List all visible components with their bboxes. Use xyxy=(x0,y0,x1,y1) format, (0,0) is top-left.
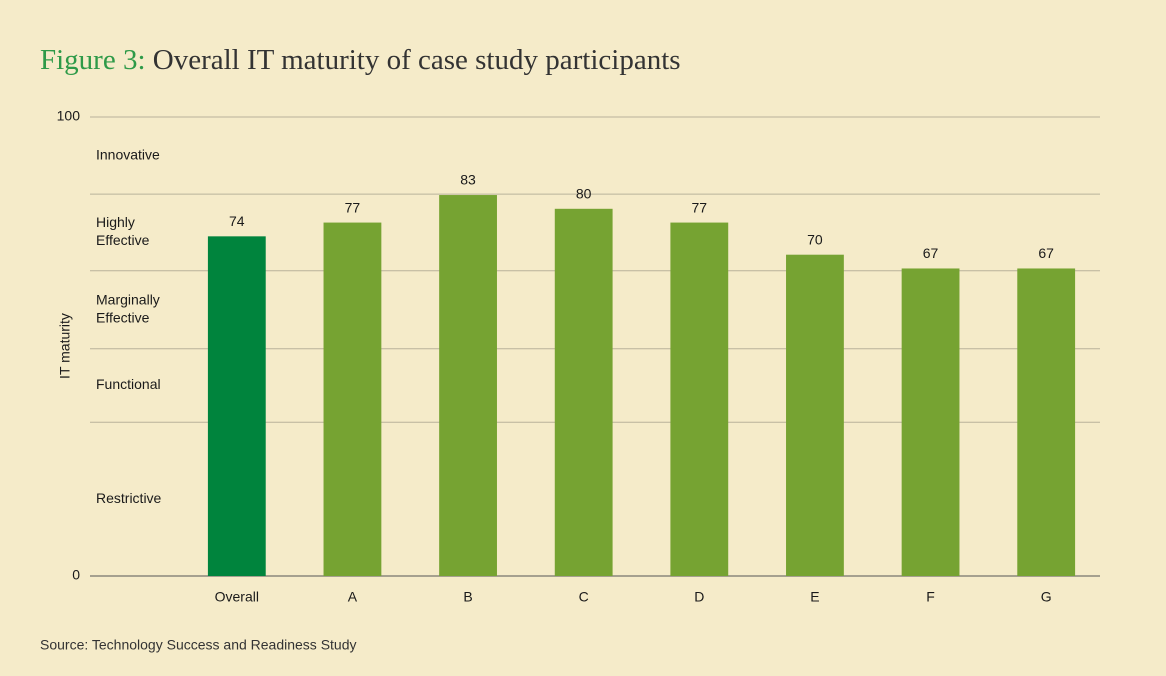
bar xyxy=(1017,268,1076,576)
value-label: 67 xyxy=(1038,245,1054,261)
band-label: Marginally xyxy=(96,291,160,307)
x-tick-label: F xyxy=(926,589,935,605)
title-prefix: Figure 3: xyxy=(40,44,146,76)
band-label: Effective xyxy=(96,309,150,325)
x-tick-label: A xyxy=(348,589,358,605)
value-label: 77 xyxy=(692,199,708,215)
band-label: Functional xyxy=(96,376,161,392)
band-label: Highly xyxy=(96,214,135,230)
value-label: 67 xyxy=(923,245,939,261)
value-label: 77 xyxy=(345,199,361,215)
bar xyxy=(670,222,729,576)
bar xyxy=(207,236,266,576)
bar xyxy=(323,222,382,576)
x-tick-label: B xyxy=(463,589,472,605)
x-tick-label: Overall xyxy=(215,589,259,605)
y-tick-label: 0 xyxy=(72,567,80,583)
value-label: 80 xyxy=(576,186,592,202)
title-text: Overall IT maturity of case study partic… xyxy=(153,44,681,76)
value-label: 83 xyxy=(460,172,476,188)
bar xyxy=(439,195,497,576)
chart-title: Figure 3: Overall IT maturity of case st… xyxy=(40,44,681,76)
x-tick-label: D xyxy=(694,589,704,605)
value-label: 70 xyxy=(807,231,823,247)
bar xyxy=(786,254,844,576)
x-tick-label: G xyxy=(1041,589,1052,605)
bar xyxy=(901,268,960,576)
x-tick-label: E xyxy=(810,589,819,605)
x-tick-label: C xyxy=(579,589,589,605)
source: Source: Technology Success and Readiness… xyxy=(40,637,357,653)
y-tick-label: 100 xyxy=(57,108,81,124)
y-axis-label: IT maturity xyxy=(57,313,73,379)
bar xyxy=(554,208,613,577)
value-label: 74 xyxy=(229,213,245,229)
band-label: Innovative xyxy=(96,146,160,162)
band-label: Effective xyxy=(96,232,150,248)
band-label: Restrictive xyxy=(96,490,162,506)
